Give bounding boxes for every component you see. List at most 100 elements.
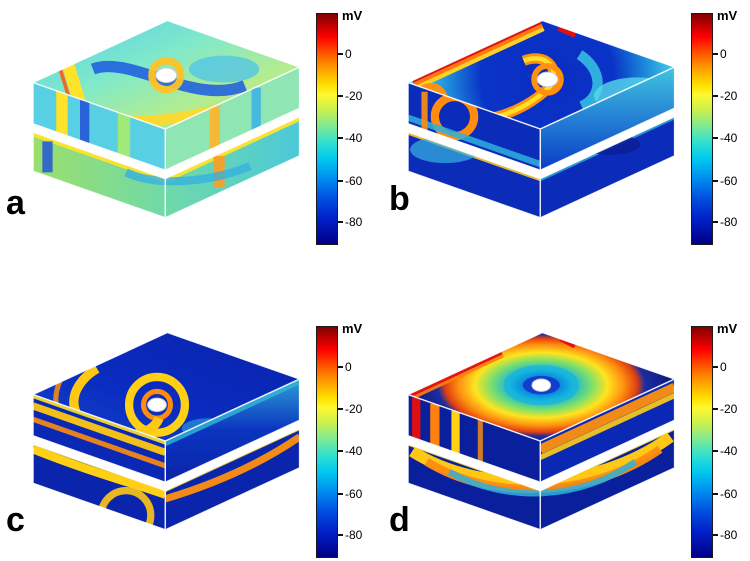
colorbar-tick: 0 bbox=[713, 47, 727, 61]
box-wireframe bbox=[406, 331, 677, 531]
colorbar-gradient bbox=[691, 13, 713, 245]
tick-mark bbox=[338, 366, 343, 368]
tick-mark bbox=[713, 366, 718, 368]
colorbar-tick: 0 bbox=[713, 360, 727, 374]
colorbar-tick: -80 bbox=[713, 215, 738, 229]
tick-mark bbox=[338, 53, 343, 55]
tick-label: -60 bbox=[345, 487, 363, 501]
right-face bbox=[165, 378, 300, 483]
colorbar-tick: -40 bbox=[338, 131, 363, 145]
tick-label: -80 bbox=[720, 528, 738, 542]
colorbar-tick: -40 bbox=[338, 444, 363, 458]
tick-mark bbox=[338, 180, 343, 182]
tick-label: -40 bbox=[720, 131, 738, 145]
tick-label: -20 bbox=[345, 89, 363, 103]
tick-label: -40 bbox=[345, 444, 363, 458]
colorbar-gradient bbox=[691, 326, 713, 558]
colorbar-tick: -60 bbox=[338, 487, 363, 501]
box-wireframe bbox=[406, 19, 677, 219]
tick-label: -80 bbox=[345, 215, 363, 229]
panel-d: mV 0 -20 -40 -60 -80 d bbox=[375, 281, 750, 561]
tick-mark bbox=[713, 53, 718, 55]
tick-label: 0 bbox=[345, 360, 352, 374]
tick-mark bbox=[338, 534, 343, 536]
tick-label: 0 bbox=[720, 47, 727, 61]
tick-mark bbox=[338, 221, 343, 223]
tick-mark bbox=[338, 137, 343, 139]
tick-mark bbox=[338, 493, 343, 495]
colorbar-tick: -80 bbox=[338, 215, 363, 229]
panel-letter-b: b bbox=[389, 180, 410, 218]
colorbar: mV 0 -20 -40 -60 -80 bbox=[691, 321, 749, 561]
tick-label: 0 bbox=[720, 360, 727, 374]
colorbar: mV 0 -20 -40 -60 -80 bbox=[316, 8, 374, 262]
panel-a: mV 0 -20 -40 -60 -80 a bbox=[0, 0, 375, 280]
colorbar-tick: -20 bbox=[713, 89, 738, 103]
tick-label: -20 bbox=[345, 402, 363, 416]
colorbar-tick: 0 bbox=[338, 47, 352, 61]
tick-mark bbox=[338, 95, 343, 97]
tick-label: -60 bbox=[720, 487, 738, 501]
colorbar: mV 0 -20 -40 -60 -80 bbox=[691, 8, 749, 262]
tick-label: -20 bbox=[720, 402, 738, 416]
colorbar-tick: -40 bbox=[713, 131, 738, 145]
left-face bbox=[33, 394, 166, 483]
tick-mark bbox=[338, 408, 343, 410]
colorbar-tick: -60 bbox=[338, 174, 363, 188]
colorbar-tick: 0 bbox=[338, 360, 352, 374]
colorbar-tick: -20 bbox=[713, 402, 738, 416]
tick-mark bbox=[713, 408, 718, 410]
volume-render-d bbox=[406, 331, 677, 531]
right-face bbox=[165, 66, 300, 171]
filament-marker bbox=[531, 378, 552, 392]
colorbar-unit-label: mV bbox=[717, 321, 738, 336]
tick-mark bbox=[713, 180, 718, 182]
panel-letter-a: a bbox=[6, 184, 25, 222]
colorbar-tick: -20 bbox=[338, 89, 363, 103]
right-face bbox=[540, 378, 675, 483]
tick-label: -40 bbox=[720, 444, 738, 458]
colorbar-unit-label: mV bbox=[342, 8, 363, 23]
colorbar: mV 0 -20 -40 -60 -80 bbox=[316, 321, 374, 561]
box-wireframe bbox=[31, 19, 302, 219]
tick-label: -60 bbox=[720, 174, 738, 188]
tick-mark bbox=[713, 534, 718, 536]
tick-mark bbox=[713, 221, 718, 223]
filament-marker bbox=[147, 397, 167, 413]
colorbar-tick: -60 bbox=[713, 174, 738, 188]
tick-mark bbox=[713, 493, 718, 495]
tick-label: -60 bbox=[345, 174, 363, 188]
colorbar-unit-label: mV bbox=[717, 8, 738, 23]
volume-render-a bbox=[31, 19, 302, 219]
colorbar-unit-label: mV bbox=[342, 321, 363, 336]
colorbar-tick: -60 bbox=[713, 487, 738, 501]
tick-label: -80 bbox=[345, 528, 363, 542]
left-face bbox=[33, 82, 166, 171]
tick-label: -20 bbox=[720, 89, 738, 103]
tick-label: 0 bbox=[345, 47, 352, 61]
panel-letter-d: d bbox=[389, 501, 410, 539]
colorbar-tick: -40 bbox=[713, 444, 738, 458]
colorbar-tick: -20 bbox=[338, 402, 363, 416]
panel-letter-c: c bbox=[6, 501, 25, 539]
panel-c: mV 0 -20 -40 -60 -80 c bbox=[0, 281, 375, 561]
filament-marker bbox=[155, 67, 178, 84]
tick-mark bbox=[713, 137, 718, 139]
box-wireframe bbox=[31, 331, 302, 531]
tick-label: -40 bbox=[345, 131, 363, 145]
volume-render-c bbox=[31, 331, 302, 531]
colorbar-gradient bbox=[316, 326, 338, 558]
panel-b: mV 0 -20 -40 -60 -80 b bbox=[375, 0, 750, 280]
volume-render-b bbox=[406, 19, 677, 219]
tick-mark bbox=[713, 450, 718, 452]
colorbar-tick: -80 bbox=[713, 528, 738, 542]
tick-mark bbox=[338, 450, 343, 452]
tick-label: -80 bbox=[720, 215, 738, 229]
tick-mark bbox=[713, 95, 718, 97]
right-face bbox=[540, 66, 675, 171]
colorbar-gradient bbox=[316, 13, 338, 245]
left-face bbox=[408, 394, 541, 483]
colorbar-tick: -80 bbox=[338, 528, 363, 542]
filament-marker bbox=[536, 71, 559, 88]
